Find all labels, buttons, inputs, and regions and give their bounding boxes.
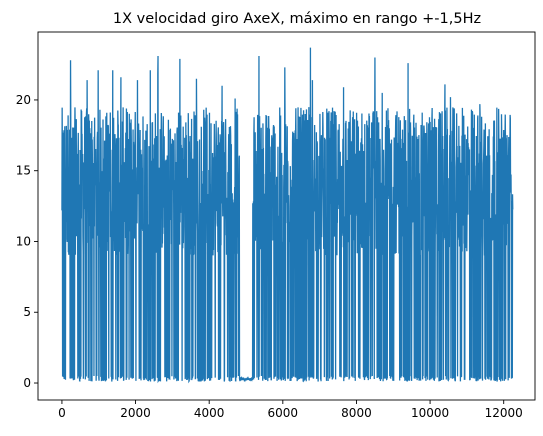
y-axis: 0 5 10 15 20 <box>16 93 38 390</box>
chart-title: 1X velocidad giro AxeX, máximo en rango … <box>113 11 481 27</box>
plot-frame <box>37 31 536 401</box>
y-tick-label: 15 <box>16 164 31 178</box>
x-tick-label: 10000 <box>411 406 449 420</box>
series-line <box>61 47 514 384</box>
x-tick-label: 0 <box>58 406 66 420</box>
y-tick-label: 10 <box>16 234 31 248</box>
x-tick-label: 6000 <box>268 406 299 420</box>
y-tick-label: 0 <box>23 376 31 390</box>
x-tick-label: 12000 <box>485 406 523 420</box>
y-tick-label: 5 <box>23 305 31 319</box>
x-tick-label: 8000 <box>341 406 372 420</box>
x-axis: 0 2000 4000 6000 8000 10000 12000 <box>58 400 523 420</box>
y-tick-label: 20 <box>16 93 31 107</box>
x-tick-label: 4000 <box>194 406 225 420</box>
series-group <box>61 47 514 384</box>
x-tick-label: 2000 <box>120 406 151 420</box>
